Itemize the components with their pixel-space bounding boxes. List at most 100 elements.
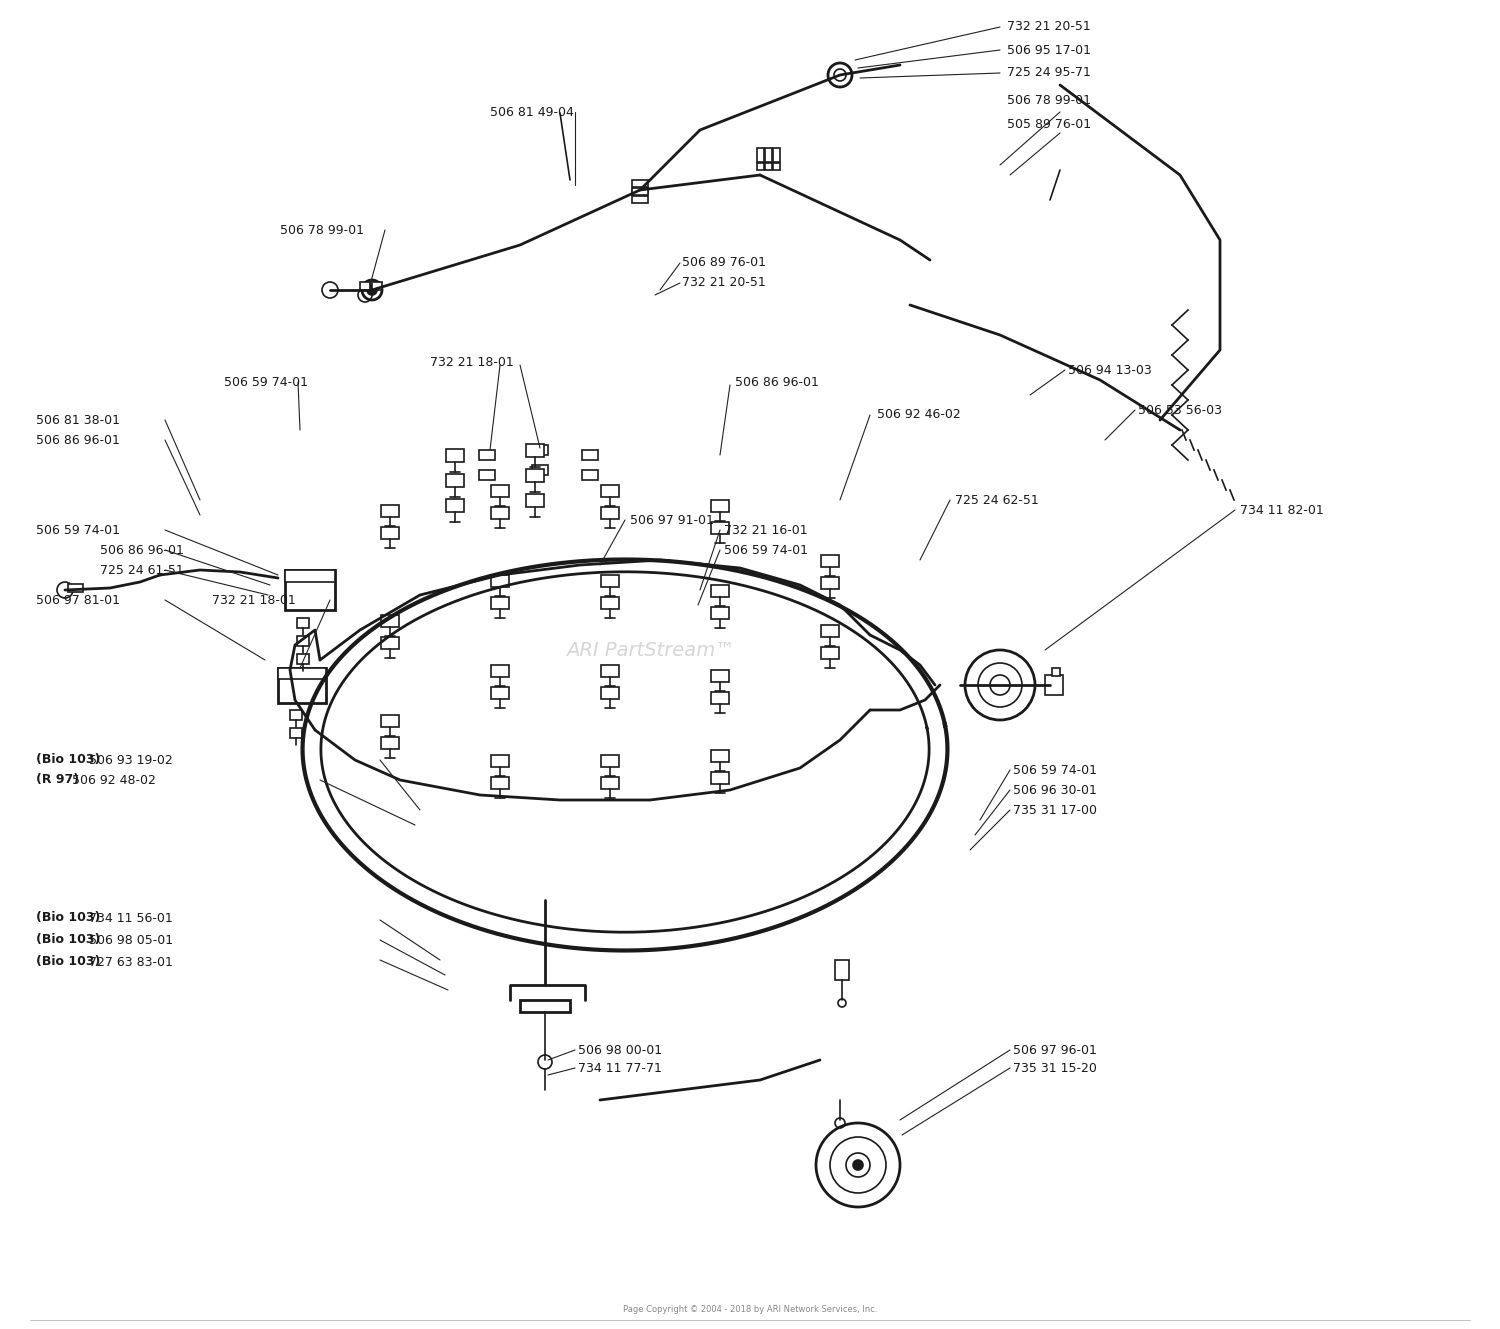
Bar: [711, 772, 729, 784]
Text: (Bio 103): (Bio 103): [36, 754, 100, 767]
Text: (Bio 103): (Bio 103): [36, 933, 100, 946]
Text: 506 97 91-01: 506 97 91-01: [630, 513, 714, 526]
Text: 506 78 99-01: 506 78 99-01: [280, 223, 364, 237]
Bar: [765, 148, 772, 162]
Bar: [711, 500, 729, 512]
Bar: [711, 607, 729, 619]
Bar: [602, 597, 619, 609]
Text: 506 95 17-01: 506 95 17-01: [1007, 44, 1090, 57]
Text: 506 94 13-03: 506 94 13-03: [1068, 364, 1152, 376]
Text: 506 97 96-01: 506 97 96-01: [1013, 1043, 1096, 1057]
Bar: [490, 575, 508, 587]
Bar: [602, 506, 619, 520]
Bar: [821, 647, 839, 659]
Circle shape: [853, 1160, 862, 1170]
Bar: [490, 687, 508, 699]
Bar: [278, 668, 326, 679]
Text: 505 89 76-01: 505 89 76-01: [1007, 117, 1090, 130]
Bar: [360, 282, 370, 290]
Bar: [372, 282, 382, 290]
Text: 506 89 76-01: 506 89 76-01: [682, 256, 766, 270]
Text: 734 11 77-71: 734 11 77-71: [578, 1062, 662, 1075]
Bar: [602, 575, 619, 587]
Bar: [758, 163, 764, 170]
Text: 732 21 16-01: 732 21 16-01: [724, 524, 807, 537]
Bar: [290, 710, 302, 720]
Bar: [278, 668, 326, 703]
Bar: [490, 664, 508, 676]
Text: 506 81 49-04: 506 81 49-04: [490, 105, 574, 118]
Bar: [836, 960, 849, 979]
Text: 506 98 00-01: 506 98 00-01: [578, 1043, 662, 1057]
Bar: [526, 469, 544, 482]
Bar: [285, 570, 334, 582]
Text: 732 21 18-01: 732 21 18-01: [430, 355, 513, 368]
Bar: [711, 670, 729, 682]
Bar: [381, 505, 399, 517]
Bar: [478, 470, 495, 480]
Bar: [582, 451, 598, 460]
Text: 732 21 18-01: 732 21 18-01: [211, 594, 296, 606]
Text: 725 24 95-71: 725 24 95-71: [1007, 66, 1090, 80]
Text: 506 96 30-01: 506 96 30-01: [1013, 784, 1096, 796]
Bar: [1052, 668, 1060, 676]
Bar: [490, 755, 508, 767]
Circle shape: [368, 284, 376, 295]
Text: 734 11 82-01: 734 11 82-01: [1240, 504, 1323, 517]
Bar: [632, 195, 648, 203]
Text: 506 97 81-01: 506 97 81-01: [36, 594, 120, 606]
Text: 506 92 48-02: 506 92 48-02: [69, 773, 156, 787]
Bar: [772, 148, 780, 162]
Bar: [821, 556, 839, 567]
Bar: [446, 474, 464, 486]
Bar: [478, 451, 495, 460]
Text: 725 24 61-51: 725 24 61-51: [100, 563, 183, 577]
Bar: [821, 577, 839, 589]
Bar: [602, 755, 619, 767]
Bar: [711, 750, 729, 762]
Text: 506 93 19-02: 506 93 19-02: [84, 754, 172, 767]
Text: 734 11 56-01: 734 11 56-01: [84, 912, 172, 925]
Bar: [381, 715, 399, 727]
Bar: [632, 179, 648, 187]
Bar: [582, 470, 598, 480]
Bar: [381, 637, 399, 649]
Bar: [490, 777, 508, 789]
Bar: [772, 163, 780, 170]
Bar: [602, 485, 619, 497]
Bar: [711, 522, 729, 534]
Text: (R 97): (R 97): [36, 773, 80, 787]
Bar: [285, 570, 334, 610]
Text: 506 98 05-01: 506 98 05-01: [84, 933, 172, 946]
Text: 735 31 17-00: 735 31 17-00: [1013, 804, 1096, 816]
Text: 727 63 83-01: 727 63 83-01: [84, 956, 172, 969]
Text: 725 24 62-51: 725 24 62-51: [956, 493, 1038, 506]
Text: (Bio 103): (Bio 103): [36, 912, 100, 925]
Text: 506 59 74-01: 506 59 74-01: [724, 544, 809, 557]
Text: 506 86 96-01: 506 86 96-01: [735, 376, 819, 388]
Text: Page Copyright © 2004 - 2018 by ARI Network Services, Inc.: Page Copyright © 2004 - 2018 by ARI Netw…: [622, 1305, 878, 1314]
Bar: [602, 664, 619, 676]
Text: 732 21 20-51: 732 21 20-51: [1007, 20, 1090, 33]
Bar: [297, 654, 309, 664]
Bar: [526, 444, 544, 457]
Bar: [381, 528, 399, 540]
Bar: [711, 585, 729, 597]
Bar: [490, 597, 508, 609]
Bar: [758, 148, 764, 162]
Bar: [297, 618, 309, 629]
Bar: [532, 445, 548, 455]
Text: 506 53 56-03: 506 53 56-03: [1138, 404, 1222, 416]
Bar: [1046, 675, 1064, 695]
Bar: [532, 465, 548, 474]
Bar: [381, 615, 399, 627]
Text: (Bio 103): (Bio 103): [36, 956, 100, 969]
Text: 506 86 96-01: 506 86 96-01: [36, 433, 120, 447]
Bar: [821, 625, 839, 637]
Bar: [446, 449, 464, 462]
Bar: [68, 583, 82, 591]
Bar: [297, 637, 309, 646]
Bar: [290, 728, 302, 738]
Bar: [381, 738, 399, 750]
Bar: [446, 498, 464, 512]
